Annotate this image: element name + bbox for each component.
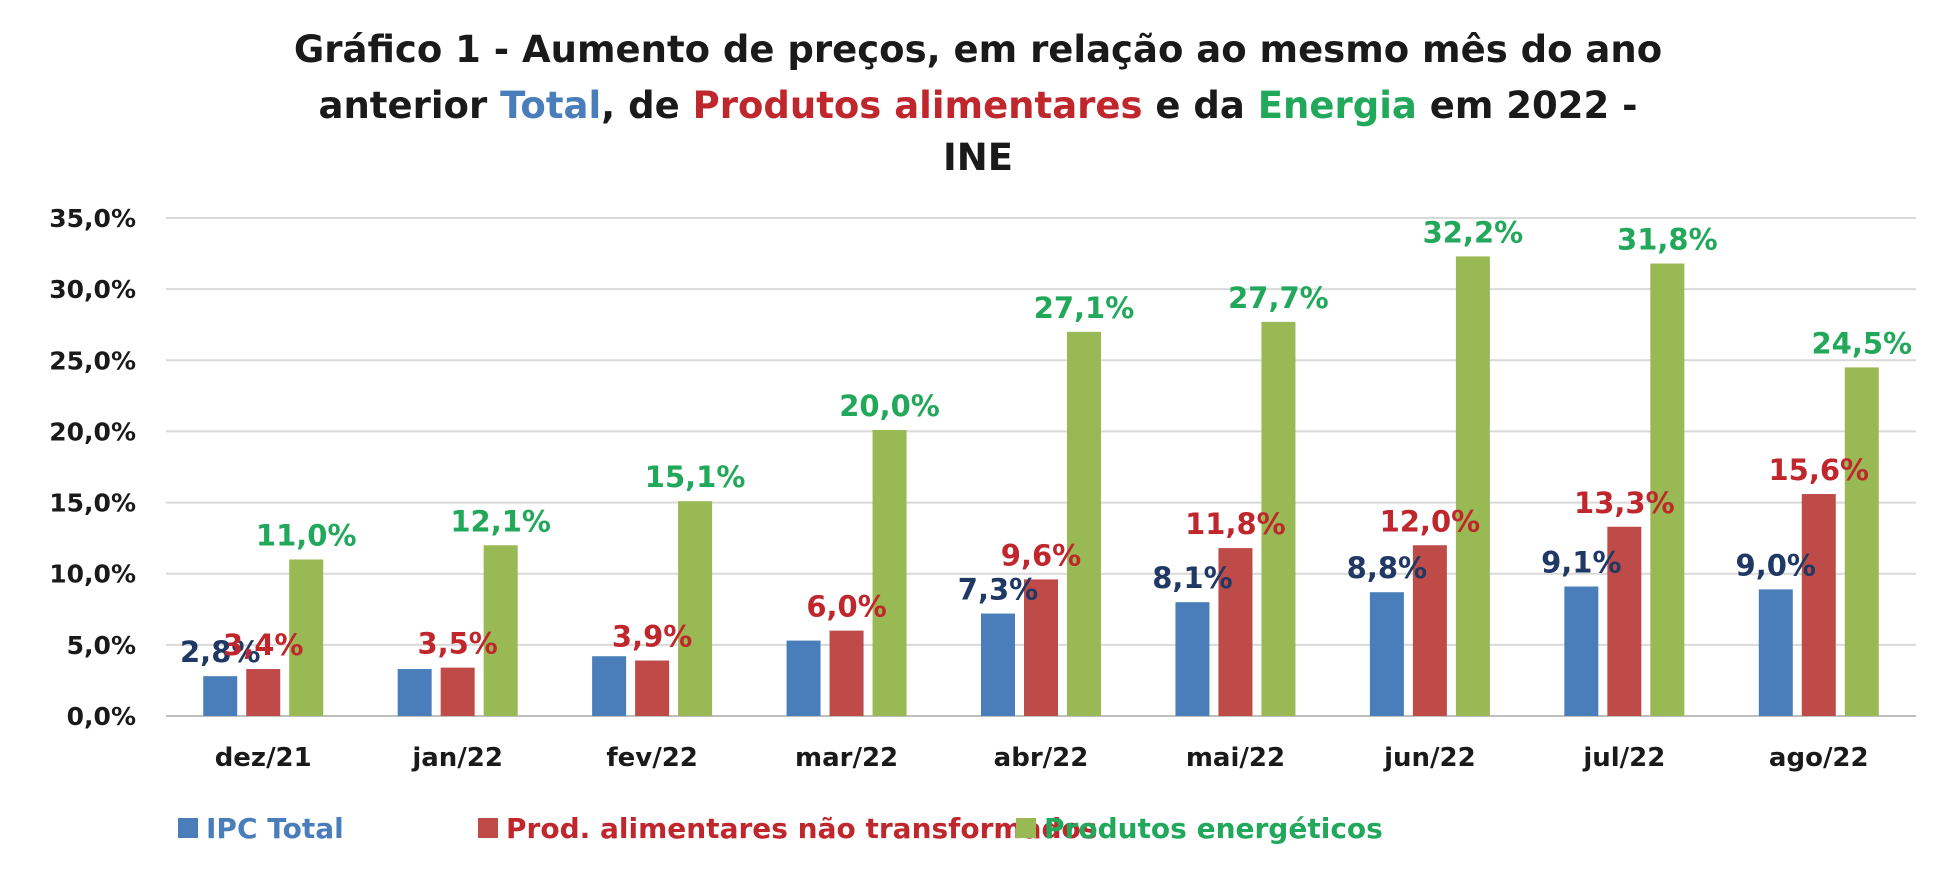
data-label: 13,3% — [1574, 486, 1675, 520]
chart-title-line-2: anterior Total, de Produtos alimentares … — [319, 84, 1638, 127]
data-label: 11,8% — [1185, 507, 1286, 541]
bar — [1261, 321, 1296, 716]
data-label: 7,3% — [958, 573, 1038, 607]
bars — [203, 256, 1879, 716]
legend-label: Produtos energéticos — [1044, 812, 1383, 845]
data-label: 15,1% — [645, 460, 746, 494]
data-label: 20,0% — [839, 389, 940, 423]
title-text: , de — [601, 84, 692, 127]
data-label: 6,0% — [806, 590, 886, 624]
bar — [1175, 602, 1210, 716]
legend-swatch — [478, 818, 498, 838]
y-tick-label: 10,0% — [49, 560, 136, 589]
x-category-label: jul/22 — [1582, 743, 1665, 773]
legend-swatch — [178, 818, 198, 838]
bar — [1758, 589, 1793, 716]
bar — [1844, 367, 1879, 716]
gridlines — [166, 217, 1916, 717]
data-label: 15,6% — [1768, 453, 1869, 487]
y-tick-label: 5,0% — [67, 631, 136, 660]
data-label: 9,6% — [1001, 538, 1081, 572]
bar — [1024, 579, 1058, 716]
data-label: 24,5% — [1811, 326, 1912, 360]
bar — [1412, 545, 1447, 716]
data-label: 2,8% — [180, 635, 260, 669]
legend-swatch — [1016, 818, 1036, 838]
data-label: 31,8% — [1617, 223, 1718, 257]
bar — [246, 669, 281, 716]
x-category-label: abr/22 — [994, 743, 1089, 773]
bar — [981, 613, 1015, 716]
bar — [203, 676, 238, 716]
bar — [592, 656, 627, 716]
bar — [397, 669, 432, 716]
x-category-label: mar/22 — [795, 743, 898, 773]
bar — [635, 660, 670, 716]
title-text: em 2022 - — [1417, 84, 1638, 127]
bar — [872, 430, 907, 716]
data-label: 8,8% — [1347, 551, 1427, 585]
data-label: 11,0% — [256, 518, 357, 552]
y-tick-label: 20,0% — [49, 417, 136, 446]
x-axis-categories: dez/21 jan/22 fev/22 mar/22 abr/22 mai/22 jun/… — [215, 743, 1869, 773]
y-tick-label: 0,0% — [67, 702, 136, 731]
chart-title-line-3: INE — [943, 136, 1013, 179]
chart-title: Gráfico 1 - Aumento de preços, em relaçã… — [294, 28, 1662, 179]
bar — [1218, 548, 1253, 716]
title-total-highlight: Total — [500, 84, 601, 127]
bar — [440, 667, 475, 716]
data-label: 12,1% — [450, 504, 551, 538]
y-tick-label: 35,0% — [49, 204, 136, 233]
y-tick-label: 25,0% — [49, 346, 136, 375]
x-category-label: dez/21 — [215, 743, 312, 773]
y-axis-ticks: 0,0% 5,0% 10,0% 15,0% 20,0% 25,0% 30,0% 35,0% — [49, 204, 136, 731]
bar — [1801, 494, 1836, 716]
data-label: 3,9% — [612, 620, 692, 654]
y-tick-label: 15,0% — [49, 489, 136, 518]
data-label: 3,5% — [417, 627, 497, 661]
legend-label: Prod. alimentares não transformados — [506, 812, 1097, 845]
data-label: 9,1% — [1541, 546, 1621, 580]
chart-title-line-1: Gráfico 1 - Aumento de preços, em relaçã… — [294, 28, 1662, 71]
x-category-label: ago/22 — [1769, 743, 1869, 773]
bar — [1067, 331, 1101, 716]
bar — [678, 501, 713, 716]
data-label: 32,2% — [1423, 215, 1524, 249]
title-energy-highlight: Energia — [1258, 84, 1417, 127]
x-category-label: mai/22 — [1186, 743, 1285, 773]
data-label: 9,0% — [1736, 548, 1816, 582]
data-label: 27,7% — [1228, 281, 1329, 315]
data-label: 27,1% — [1034, 291, 1135, 325]
bar — [1369, 592, 1404, 716]
title-text: e da — [1143, 84, 1258, 127]
data-labels: 2,8%3,4% 11,0% 3,5% 12,1% 3,9% 15,1% 6,0% 20,0%… — [180, 215, 1912, 669]
bar — [1607, 526, 1642, 716]
bar — [1455, 256, 1490, 716]
data-label: 12,0% — [1380, 504, 1481, 538]
x-category-label: fev/22 — [606, 743, 698, 773]
x-category-label: jun/22 — [1383, 743, 1476, 773]
bar — [1564, 586, 1599, 716]
bar — [289, 559, 324, 716]
title-text: anterior — [319, 84, 501, 127]
bar — [786, 640, 821, 716]
bar — [1650, 263, 1685, 716]
legend-label: IPC Total — [206, 812, 344, 845]
bar — [483, 545, 518, 716]
data-label: 8,1% — [1152, 561, 1232, 595]
legend: IPC Total Prod. alimentares não transform… — [178, 812, 1383, 845]
title-food-highlight: Produtos alimentares — [693, 84, 1143, 127]
data-label: 3,4% — [223, 628, 303, 662]
y-tick-label: 30,0% — [49, 275, 136, 304]
bar — [829, 630, 864, 716]
x-category-label: jan/22 — [411, 743, 503, 773]
